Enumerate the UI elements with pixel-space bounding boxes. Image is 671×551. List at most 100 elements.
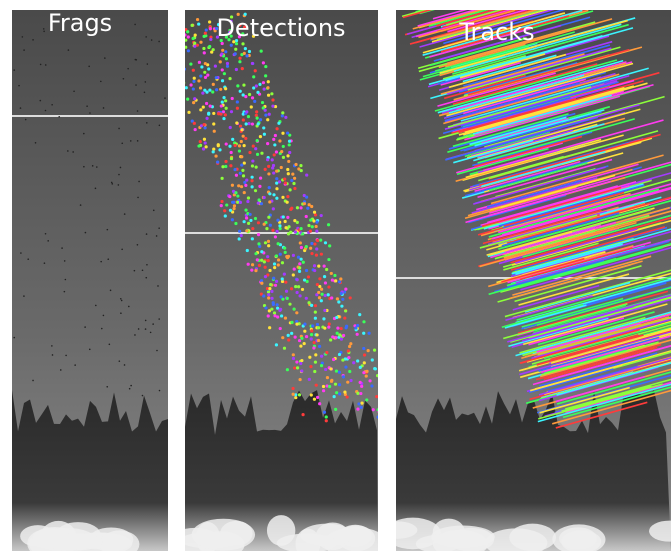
detection (336, 327, 339, 330)
detection (376, 415, 379, 418)
detection (313, 242, 316, 245)
detection (230, 44, 233, 47)
detection (254, 217, 257, 220)
detection (264, 65, 267, 68)
detection (290, 287, 293, 290)
detection (281, 277, 284, 280)
detection (202, 106, 205, 109)
detection (323, 327, 326, 330)
detection (263, 196, 266, 199)
detection (288, 143, 291, 146)
detection (252, 86, 255, 89)
detection (284, 220, 287, 223)
detection (202, 147, 205, 150)
detection (177, 28, 180, 31)
detection (222, 96, 225, 99)
fragment (65, 279, 67, 281)
detection (292, 182, 295, 185)
fragment (64, 291, 66, 293)
detection (230, 110, 233, 113)
detection (344, 309, 347, 312)
detection (264, 306, 267, 309)
fragment (112, 183, 114, 185)
fragment (134, 24, 136, 26)
detection (389, 413, 392, 416)
detection (298, 262, 301, 265)
detection (209, 27, 212, 30)
detection (267, 290, 270, 293)
fragment (158, 41, 160, 43)
detection (224, 214, 227, 217)
detection (207, 112, 210, 115)
detection (270, 290, 273, 293)
fragment (145, 277, 147, 279)
detection (245, 54, 248, 57)
detection (193, 77, 196, 80)
detection (263, 133, 266, 136)
detection (316, 283, 319, 286)
detection (248, 93, 251, 96)
fragment (157, 285, 159, 287)
detection (303, 202, 306, 205)
detection (264, 109, 267, 112)
panel-label: Frags (48, 9, 112, 37)
detection (243, 220, 246, 223)
detection (183, 33, 186, 36)
detection (276, 303, 279, 306)
detection (270, 297, 273, 300)
detection (293, 187, 296, 190)
detection (274, 284, 277, 287)
detection (346, 381, 349, 384)
detection (263, 88, 266, 91)
fragment (109, 344, 111, 346)
detection (294, 393, 297, 396)
detection (178, 77, 181, 80)
detection (267, 172, 270, 175)
detection (305, 297, 308, 300)
fragment (145, 320, 147, 322)
detection (313, 264, 316, 267)
fragment (45, 110, 47, 112)
detection (235, 174, 238, 177)
detection (374, 367, 377, 370)
fragment (107, 258, 109, 260)
detection (305, 215, 308, 218)
detection (347, 356, 350, 359)
detection (309, 230, 312, 233)
detection (298, 294, 301, 297)
detection (317, 339, 320, 342)
detection (256, 139, 259, 142)
fragment (32, 39, 34, 41)
fragment (146, 122, 148, 124)
detection (242, 174, 245, 177)
detection (365, 374, 368, 377)
detection (243, 144, 246, 147)
detection (240, 163, 243, 166)
detection (323, 275, 326, 278)
detection (328, 322, 331, 325)
detection (235, 42, 238, 45)
detection (275, 187, 278, 190)
detection (292, 353, 295, 356)
detection (335, 391, 338, 394)
detection (356, 333, 359, 336)
detection (236, 100, 239, 103)
detection (238, 230, 241, 233)
detection (233, 168, 236, 171)
detection (208, 20, 211, 23)
detection (318, 277, 321, 280)
detection (254, 189, 257, 192)
detection (212, 147, 215, 150)
detection (359, 392, 362, 395)
detection (257, 122, 260, 125)
detection (307, 224, 310, 227)
detection (258, 264, 261, 267)
fragment (129, 388, 131, 390)
fragment (64, 260, 66, 262)
detection (292, 308, 295, 311)
detection (349, 342, 352, 345)
detection (273, 262, 276, 265)
detection (193, 97, 196, 100)
detection (288, 303, 291, 306)
detection (244, 95, 247, 98)
